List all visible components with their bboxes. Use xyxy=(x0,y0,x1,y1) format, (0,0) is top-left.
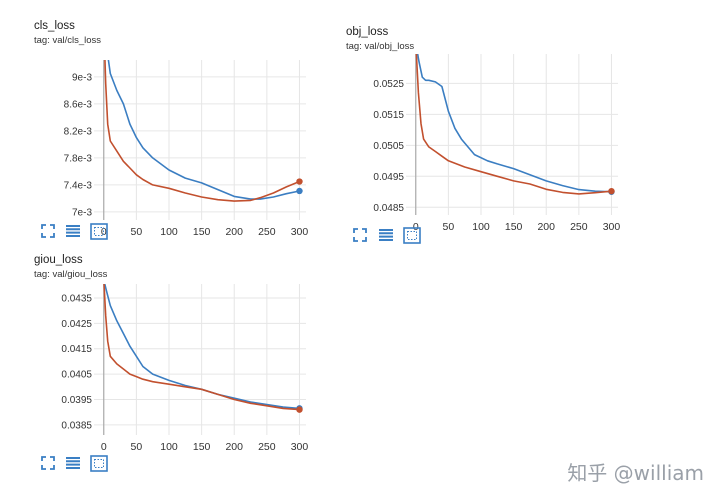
series-line-1 xyxy=(415,54,612,195)
series-line-1 xyxy=(103,284,300,411)
series-line-0 xyxy=(103,284,300,410)
series-line-0 xyxy=(416,54,612,193)
x-tick-label: 50 xyxy=(131,226,143,238)
expand-icon[interactable] xyxy=(40,455,56,471)
x-tick-label: 0 xyxy=(101,441,107,453)
fit-domain-icon[interactable] xyxy=(90,455,108,472)
series-line-1 xyxy=(104,60,300,202)
y-tick-label: 0.0395 xyxy=(61,395,92,406)
data-lines-icon[interactable] xyxy=(65,223,81,239)
x-tick-label: 100 xyxy=(160,441,178,453)
data-lines-icon[interactable] xyxy=(378,227,394,243)
y-tick-label: 7e-3 xyxy=(72,207,92,218)
x-tick-label: 100 xyxy=(160,226,178,238)
obj-loss-chart[interactable]: 0 50 100 150 200 250 300 0.0485 0.0495 0.0505 0.05… xyxy=(346,52,621,252)
x-tick-label: 250 xyxy=(258,441,276,453)
y-tick-label: 7.8e-3 xyxy=(64,153,93,164)
giou-loss-chart[interactable]: 0 50 100 150 200 250 300 0.0385 0.0395 0.0405 0.04… xyxy=(34,282,309,482)
series-endpoint-1 xyxy=(296,178,303,185)
x-tick-label: 300 xyxy=(291,441,309,453)
x-tick-label: 250 xyxy=(570,221,588,233)
y-tick-label: 0.0385 xyxy=(61,420,92,431)
x-tick-label: 150 xyxy=(193,226,211,238)
watermark: 知乎 @william xyxy=(567,461,704,485)
series-endpoint-0 xyxy=(296,187,303,195)
chart-tag: tag: val/cls_loss xyxy=(34,35,102,46)
y-tick-label: 9e-3 xyxy=(72,72,92,83)
expand-icon[interactable] xyxy=(352,227,368,243)
x-tick-label: 150 xyxy=(505,221,523,233)
y-tick-label: 0.0415 xyxy=(61,344,92,355)
grid xyxy=(94,284,306,435)
grid xyxy=(94,60,306,220)
x-tick-label: 200 xyxy=(225,441,243,453)
x-tick-label: 300 xyxy=(291,226,309,238)
x-tick-label: 50 xyxy=(443,221,455,233)
y-tick-label: 0.0515 xyxy=(373,110,404,121)
y-tick-label: 0.0525 xyxy=(373,79,404,90)
y-tick-label: 7.4e-3 xyxy=(64,180,93,191)
cls-loss-chart[interactable]: 0 50 100 150 200 250 3007e-37.4e-37.8e-38.2e-3… xyxy=(34,58,309,258)
series-endpoint-1 xyxy=(296,406,303,413)
chart-tag: tag: val/obj_loss xyxy=(346,41,415,52)
grid xyxy=(406,54,618,215)
chart-title: giou_loss xyxy=(34,254,83,266)
y-tick-label: 0.0435 xyxy=(61,293,92,304)
fit-domain-icon[interactable] xyxy=(90,223,108,240)
x-tick-label: 200 xyxy=(537,221,555,233)
y-tick-label: 0.0405 xyxy=(61,370,92,381)
chart-title: cls_loss xyxy=(34,20,75,32)
series-line-0 xyxy=(107,60,300,200)
y-tick-label: 8.2e-3 xyxy=(64,126,93,137)
x-tick-label: 0 xyxy=(413,221,419,233)
data-lines-icon[interactable] xyxy=(65,455,81,471)
x-tick-label: 200 xyxy=(225,226,243,238)
x-tick-label: 250 xyxy=(258,226,276,238)
y-tick-label: 0.0505 xyxy=(373,141,404,152)
series-endpoint-1 xyxy=(608,187,615,195)
x-tick-label: 300 xyxy=(603,221,621,233)
chart-title: obj_loss xyxy=(346,26,389,38)
y-tick-label: 0.0425 xyxy=(61,319,92,330)
y-tick-label: 8.6e-3 xyxy=(64,99,93,110)
x-tick-label: 100 xyxy=(472,221,490,233)
expand-icon[interactable] xyxy=(40,223,56,239)
x-tick-label: 150 xyxy=(193,441,211,453)
fit-domain-icon[interactable] xyxy=(403,227,421,244)
x-tick-label: 50 xyxy=(131,441,143,453)
y-tick-label: 0.0485 xyxy=(373,203,404,214)
y-tick-label: 0.0495 xyxy=(373,172,404,183)
chart-tag: tag: val/giou_loss xyxy=(34,269,108,280)
